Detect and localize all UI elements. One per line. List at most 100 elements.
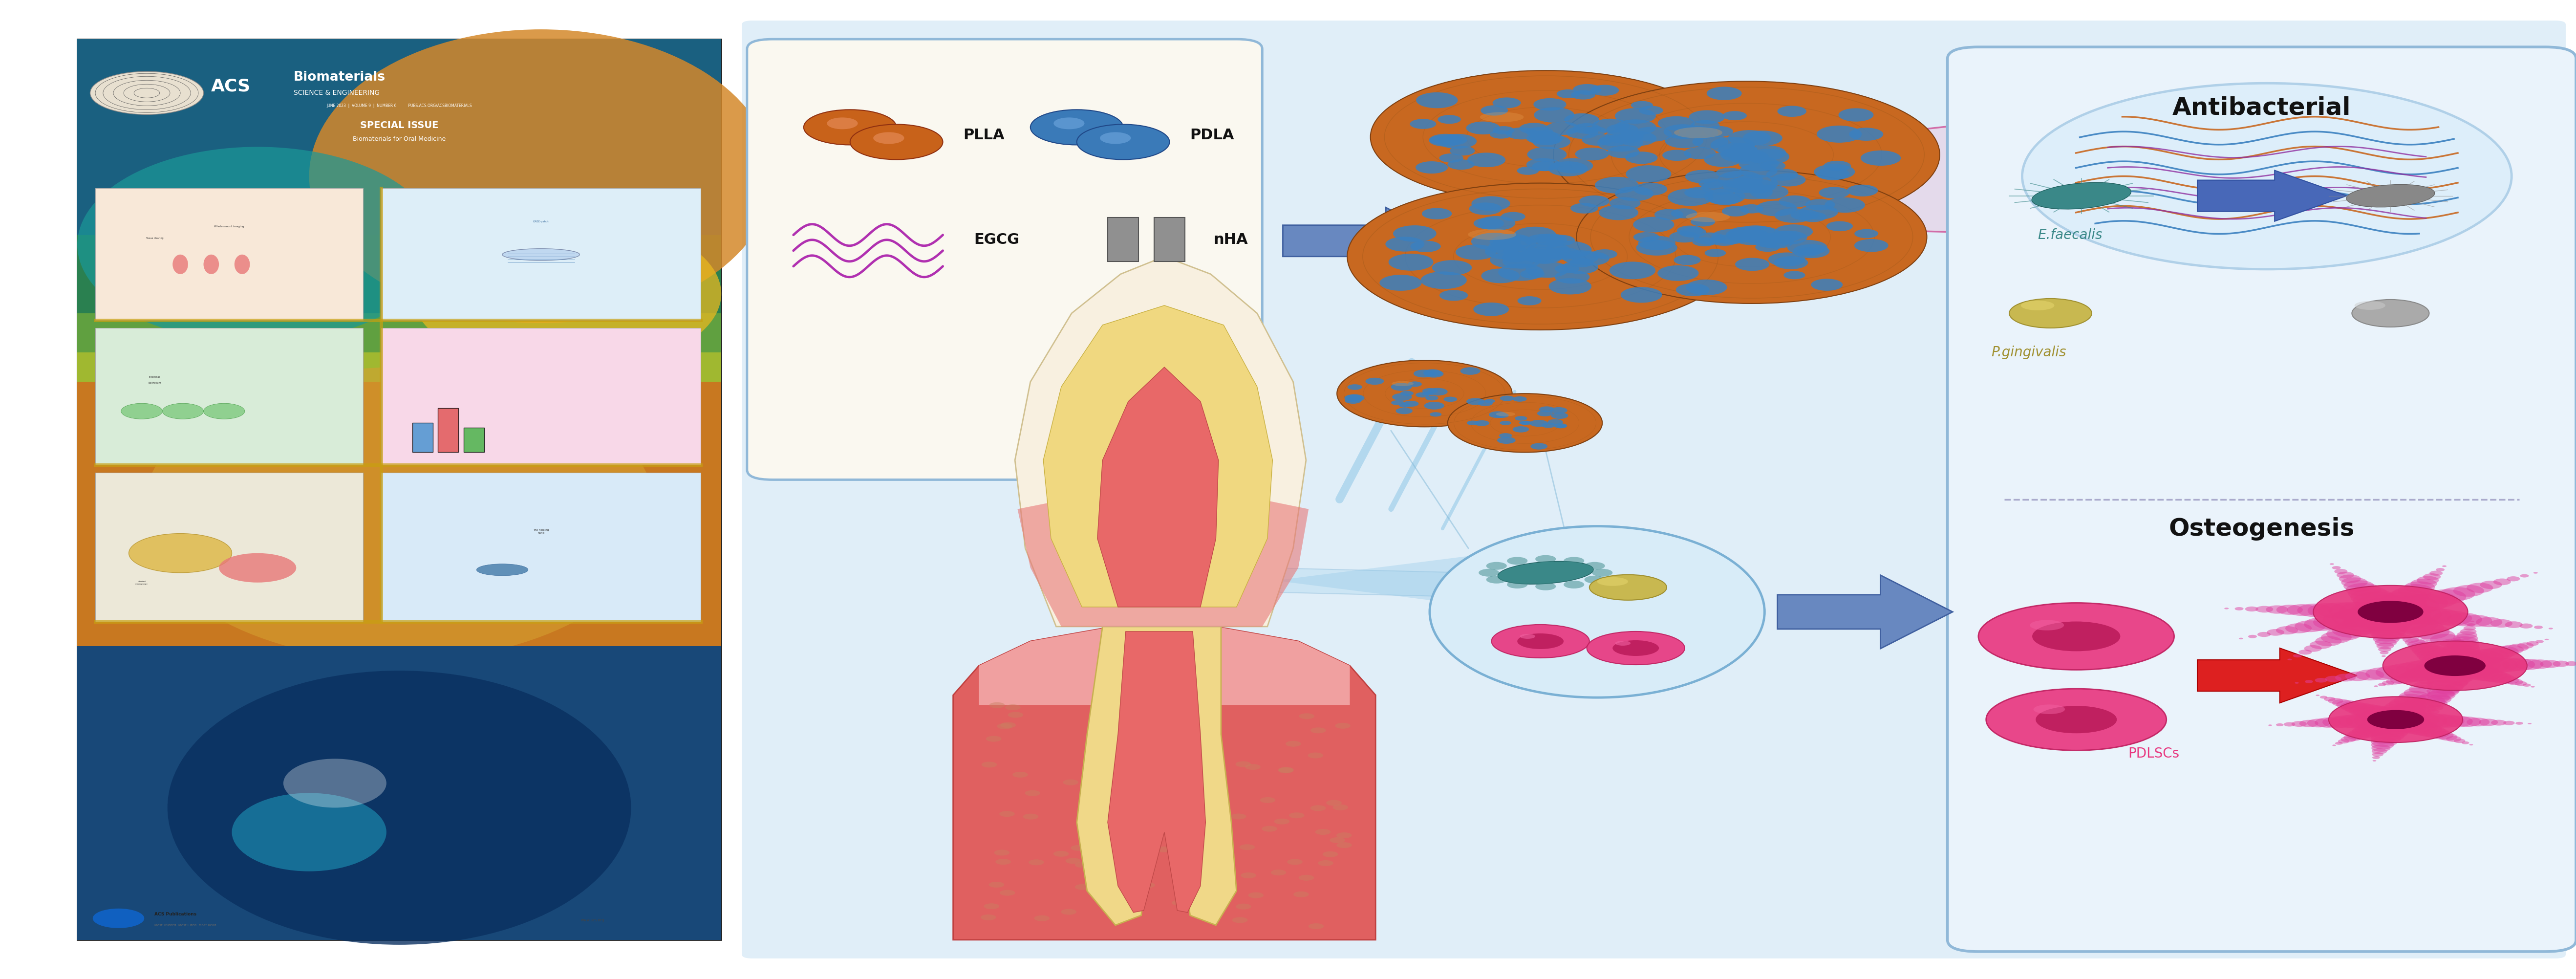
Circle shape — [1530, 443, 1548, 449]
Text: nHA: nHA — [1213, 233, 1247, 247]
Circle shape — [2429, 633, 2460, 645]
Circle shape — [2403, 636, 2419, 643]
Circle shape — [1425, 370, 1443, 378]
Circle shape — [129, 534, 232, 573]
Circle shape — [1566, 126, 1597, 139]
Circle shape — [1615, 186, 1654, 201]
Circle shape — [2362, 715, 2409, 732]
Ellipse shape — [1497, 561, 1595, 584]
Circle shape — [1293, 891, 1309, 897]
Circle shape — [1610, 198, 1641, 210]
Circle shape — [2298, 650, 2311, 655]
Circle shape — [1515, 416, 1528, 421]
Circle shape — [2406, 640, 2432, 650]
Circle shape — [1664, 124, 1703, 139]
Circle shape — [2313, 615, 2352, 629]
Circle shape — [1656, 265, 1698, 281]
Circle shape — [1404, 400, 1419, 406]
Circle shape — [2303, 645, 2321, 652]
Circle shape — [1422, 208, 1453, 219]
Circle shape — [1139, 882, 1154, 888]
Circle shape — [1726, 228, 1765, 242]
Circle shape — [2360, 600, 2421, 624]
Circle shape — [1517, 166, 1538, 175]
FancyBboxPatch shape — [381, 473, 701, 622]
Circle shape — [1855, 229, 1878, 238]
Circle shape — [2331, 716, 2365, 728]
Circle shape — [1092, 770, 1108, 776]
Circle shape — [2427, 670, 2473, 687]
Circle shape — [2442, 641, 2481, 656]
Circle shape — [2022, 83, 2512, 269]
Circle shape — [2445, 652, 2494, 671]
Text: Infected
macrophage: Infected macrophage — [137, 581, 147, 584]
Circle shape — [1211, 769, 1226, 775]
Circle shape — [1448, 394, 1602, 452]
Circle shape — [2336, 572, 2354, 579]
Circle shape — [1311, 805, 1327, 811]
Circle shape — [2331, 566, 2342, 570]
Circle shape — [1564, 581, 1584, 588]
Circle shape — [2375, 638, 2396, 647]
Circle shape — [1409, 118, 1437, 129]
Circle shape — [2357, 597, 2414, 619]
Circle shape — [2372, 629, 2403, 641]
Circle shape — [2403, 606, 2452, 625]
FancyBboxPatch shape — [464, 428, 484, 452]
Circle shape — [1525, 127, 1553, 137]
Circle shape — [1157, 847, 1172, 853]
Circle shape — [2463, 626, 2476, 630]
Circle shape — [2287, 604, 2318, 616]
Circle shape — [1309, 753, 1324, 759]
Circle shape — [1028, 860, 1043, 865]
Circle shape — [2362, 711, 2411, 729]
Circle shape — [2439, 644, 2481, 660]
Circle shape — [1533, 98, 1566, 111]
Circle shape — [2535, 640, 2543, 643]
Circle shape — [1723, 177, 1765, 193]
Circle shape — [1278, 767, 1293, 772]
Circle shape — [2378, 647, 2391, 652]
Circle shape — [1734, 174, 1777, 192]
Circle shape — [1128, 726, 1144, 732]
Circle shape — [2468, 624, 2476, 627]
Circle shape — [1690, 120, 1721, 131]
Circle shape — [2372, 756, 2380, 759]
Circle shape — [1100, 867, 1115, 873]
Circle shape — [2419, 692, 2450, 704]
Circle shape — [1546, 121, 1579, 135]
Circle shape — [2285, 723, 2295, 726]
Circle shape — [1551, 407, 1566, 414]
Circle shape — [2344, 581, 2375, 592]
Circle shape — [2470, 744, 2473, 745]
Circle shape — [2354, 594, 2409, 615]
Circle shape — [1600, 205, 1638, 220]
Circle shape — [2375, 602, 2432, 624]
Circle shape — [2321, 696, 2329, 699]
Circle shape — [1502, 253, 1528, 262]
Ellipse shape — [1430, 526, 1765, 697]
Circle shape — [1618, 131, 1656, 146]
Circle shape — [1520, 269, 1546, 279]
Circle shape — [1839, 109, 1873, 121]
Circle shape — [2406, 667, 2442, 680]
Polygon shape — [1777, 575, 1953, 649]
Circle shape — [1206, 839, 1221, 845]
Circle shape — [2339, 601, 2391, 622]
Circle shape — [2514, 681, 2527, 686]
Circle shape — [1298, 714, 1314, 720]
Circle shape — [2293, 721, 2306, 726]
Circle shape — [2331, 745, 2336, 746]
Circle shape — [1391, 383, 1412, 391]
Circle shape — [1172, 900, 1188, 906]
Circle shape — [1574, 84, 1602, 95]
Circle shape — [1497, 236, 1535, 251]
Circle shape — [1479, 569, 1499, 577]
Circle shape — [999, 890, 1015, 896]
Circle shape — [997, 723, 1012, 729]
Circle shape — [1553, 270, 1589, 284]
Circle shape — [1584, 576, 1605, 583]
Circle shape — [2324, 612, 2367, 629]
Circle shape — [1517, 297, 1540, 305]
Circle shape — [2380, 711, 2432, 729]
